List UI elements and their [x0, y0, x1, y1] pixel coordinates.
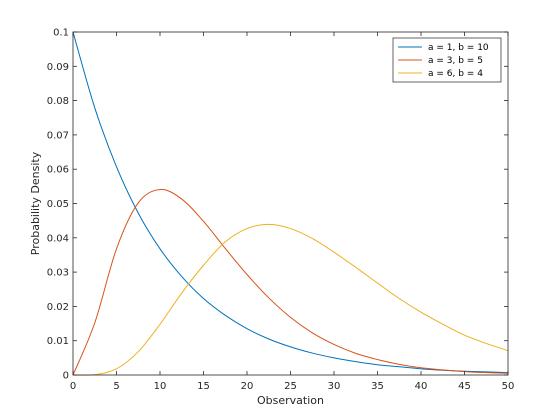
- legend: a = 1, b = 10 a = 3, b = 5 a = 6, b = 4: [392, 37, 502, 83]
- y-tick-label-0: 0: [63, 371, 69, 382]
- x-tick-label-9: 45: [458, 381, 471, 392]
- y-tick-label-8: 0.08: [47, 96, 69, 107]
- series-layer: [72, 31, 509, 376]
- y-axis-label: Probability Density: [29, 151, 42, 255]
- x-tick-label-8: 40: [415, 381, 428, 392]
- y-tick-label-5: 0.05: [47, 199, 69, 210]
- x-tick-label-6: 30: [328, 381, 341, 392]
- y-tick-label-2: 0.02: [47, 302, 69, 313]
- x-tick-label-3: 15: [197, 381, 210, 392]
- series-line-0: [72, 31, 509, 374]
- legend-label-1: a = 3, b = 5: [428, 56, 483, 66]
- series-line-1: [72, 188, 509, 376]
- x-tick-label-5: 25: [284, 381, 297, 392]
- y-tick-label-1: 0.01: [47, 336, 69, 347]
- tick-label-layer: 0 5 10 15 20 25 30 35 40 45 50 0 0.01 0.02 0.03 0.04 0.0…: [47, 28, 515, 393]
- x-axis-label: Observation: [257, 394, 324, 407]
- y-tick-label-3: 0.03: [47, 268, 69, 279]
- legend-label-0: a = 1, b = 10: [428, 43, 489, 53]
- axes-box: [72, 31, 509, 376]
- y-tick-label-10: 0.1: [53, 28, 69, 39]
- x-tick-label-10: 50: [502, 381, 515, 392]
- x-tick-label-7: 35: [371, 381, 384, 392]
- series-line-2: [72, 223, 509, 376]
- y-tick-label-4: 0.04: [47, 233, 69, 244]
- tick-layer: [72, 31, 509, 376]
- x-tick-label-1: 5: [113, 381, 119, 392]
- x-tick-label-2: 10: [154, 381, 167, 392]
- y-tick-label-9: 0.09: [47, 62, 69, 73]
- x-tick-label-4: 20: [241, 381, 254, 392]
- y-tick-label-7: 0.07: [47, 130, 69, 141]
- y-tick-label-6: 0.06: [47, 165, 69, 176]
- legend-label-2: a = 6, b = 4: [428, 69, 483, 79]
- x-tick-label-0: 0: [70, 381, 76, 392]
